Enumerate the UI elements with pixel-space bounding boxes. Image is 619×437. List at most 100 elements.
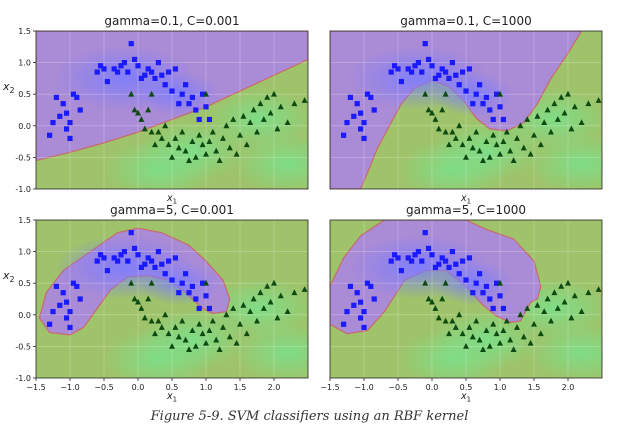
class0-point: [98, 252, 104, 258]
class0-point: [152, 264, 158, 270]
class1-point: [172, 324, 179, 330]
class1-point: [257, 289, 264, 296]
class0-point: [200, 91, 206, 97]
class1-point: [497, 339, 503, 346]
class0-point: [67, 324, 73, 331]
class1-point: [585, 289, 592, 296]
class0-point: [463, 88, 469, 94]
class0-point: [405, 66, 411, 72]
class1-point: [571, 103, 578, 110]
class0-point: [344, 309, 350, 315]
class0-point: [453, 261, 459, 267]
class1-point: [209, 128, 216, 135]
class0-point: [128, 230, 134, 236]
class0-point: [189, 94, 195, 100]
class0-point: [104, 267, 110, 274]
class1-point: [554, 116, 561, 122]
class1-point: [425, 106, 432, 113]
class0-point: [203, 293, 209, 299]
class0-point: [412, 252, 418, 258]
class1-point: [476, 147, 483, 154]
class1-point: [237, 320, 243, 327]
class1-point: [578, 308, 585, 315]
class1-point: [179, 317, 186, 324]
class0-point: [494, 280, 500, 286]
class1-point: [561, 109, 568, 116]
class1-point: [186, 346, 192, 352]
class0-point: [142, 72, 148, 78]
x-axis-label: x1: [166, 391, 177, 404]
class1-point: [466, 324, 473, 330]
class0-point: [206, 305, 212, 312]
class0-point: [193, 107, 199, 113]
class1-point: [422, 279, 429, 286]
class1-point: [456, 122, 463, 129]
class0-point: [186, 101, 192, 107]
class0-point: [341, 321, 347, 327]
class0-point: [159, 261, 165, 267]
class1-point: [284, 308, 291, 315]
green-glow: [103, 329, 214, 378]
class1-point: [291, 100, 298, 107]
chart-panel-3: gamma=5, C=0.001 -1.0 -0.5 0.0 0.5 1.0 1.5 −1.5…: [2, 203, 309, 404]
class1-point: [220, 135, 226, 141]
class1-point: [442, 317, 449, 324]
class1-point: [158, 324, 165, 330]
class1-point: [561, 298, 568, 305]
class1-point: [514, 324, 520, 330]
class1-point: [189, 138, 196, 144]
class1-point: [158, 135, 165, 141]
x-axis-label-sub: 1: [467, 396, 471, 404]
class0-point: [67, 309, 73, 315]
class0-point: [179, 280, 185, 286]
class1-point: [277, 292, 284, 299]
class0-point: [115, 258, 121, 264]
class1-point: [131, 295, 138, 302]
class1-point: [554, 305, 561, 311]
class0-point: [152, 75, 158, 81]
x-tick-label: 2.0: [562, 383, 575, 392]
class0-point: [415, 249, 421, 255]
class1-point: [260, 305, 267, 311]
class1-point: [503, 128, 510, 135]
class0-point: [128, 41, 134, 47]
class1-point: [243, 330, 250, 337]
class0-point: [176, 101, 182, 107]
class0-point: [439, 255, 445, 261]
class1-point: [507, 336, 514, 343]
class0-point: [463, 277, 469, 283]
class0-point: [77, 107, 83, 113]
class0-point: [388, 258, 394, 264]
class0-point: [121, 60, 127, 66]
class1-point: [497, 279, 503, 286]
class1-point: [233, 150, 240, 157]
class1-point: [257, 100, 264, 107]
class1-point: [271, 90, 277, 97]
class1-point: [558, 282, 565, 289]
y-tick-label: -0.5: [15, 153, 31, 162]
class1-point: [483, 327, 490, 333]
class1-point: [213, 336, 220, 343]
class0-point: [395, 255, 401, 261]
class0-point: [477, 82, 483, 88]
class1-point: [435, 125, 442, 132]
class1-point: [203, 339, 209, 346]
class0-point: [494, 91, 500, 97]
class1-point: [226, 333, 233, 340]
class0-point: [67, 120, 73, 126]
class1-point: [162, 122, 169, 129]
class1-point: [216, 346, 223, 352]
class0-point: [490, 305, 496, 312]
class0-point: [436, 261, 442, 267]
class1-point: [459, 330, 466, 337]
x-tick-label: 0.5: [460, 383, 473, 392]
class1-point: [240, 112, 247, 119]
class0-point: [57, 113, 63, 119]
class1-point: [274, 314, 281, 321]
class1-point: [480, 346, 486, 352]
green-glow: [103, 140, 214, 189]
class1-point: [165, 330, 172, 337]
class0-point: [388, 69, 394, 75]
class1-point: [192, 343, 199, 349]
class0-point: [132, 56, 138, 63]
